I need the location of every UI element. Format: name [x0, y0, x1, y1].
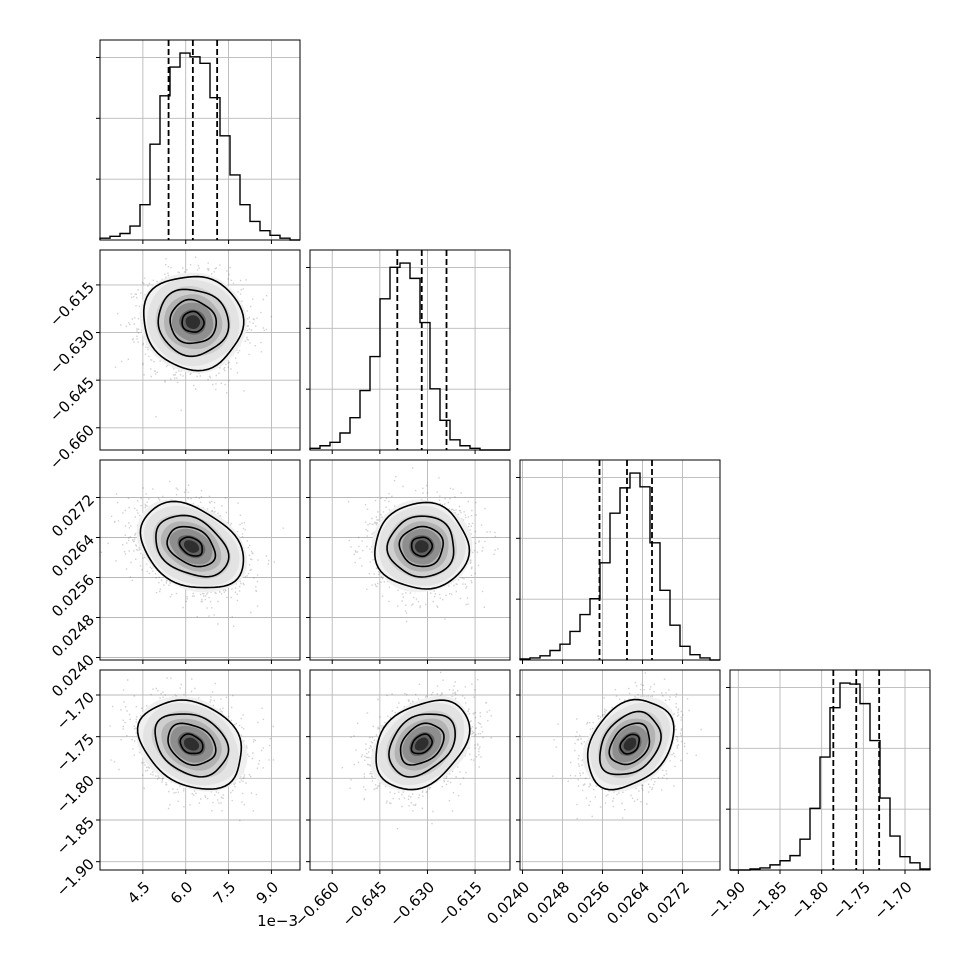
histogram-panel-2 — [516, 459, 721, 664]
x-tick-label: −1.90 — [704, 878, 749, 923]
x-tick-label: −1.75 — [829, 878, 874, 923]
contour-line — [167, 722, 217, 766]
histogram-step-line — [519, 472, 720, 661]
contour-line — [399, 722, 445, 766]
y-tick-label: 0.0272 — [48, 491, 98, 541]
panel-content — [310, 670, 510, 870]
panel-frame — [309, 459, 511, 661]
y-tick-label: −1.85 — [53, 813, 98, 858]
scatter-panel-3-2 — [516, 669, 721, 874]
y-tick-label: 0.0240 — [48, 651, 98, 701]
x-tick-label: −1.80 — [787, 878, 832, 923]
y-tick-label: −0.630 — [46, 326, 98, 378]
contour-line — [155, 514, 230, 578]
x-tick-label: 9.0 — [253, 878, 283, 908]
contour-line — [386, 515, 455, 578]
contour-line — [169, 298, 218, 345]
x-tick-label: 6.0 — [167, 878, 197, 908]
panel-frame — [729, 669, 931, 871]
contour-line — [179, 733, 204, 755]
contour-line — [178, 536, 203, 557]
density-fill — [183, 737, 200, 751]
y-tick-label: −0.660 — [46, 421, 98, 473]
contour-line — [586, 698, 675, 791]
scatter-panel-3-0 — [96, 669, 301, 874]
x-tick-label: 0.0256 — [563, 878, 613, 928]
panel-content — [100, 250, 300, 450]
contour-line — [388, 713, 456, 778]
histogram-step-line — [309, 262, 510, 451]
x-tick-label: −1.70 — [871, 878, 916, 923]
panel-frame — [99, 39, 301, 241]
contour-line — [181, 310, 205, 333]
panel-frame — [519, 669, 721, 871]
panel-content — [310, 460, 510, 660]
panel-frame — [99, 249, 301, 451]
x-tick-label: −0.615 — [434, 878, 486, 930]
contour-line — [599, 710, 662, 776]
y-tick-label: −1.75 — [53, 730, 98, 775]
y-tick-label: −0.645 — [46, 373, 98, 425]
histogram-panel-3 — [726, 669, 931, 874]
histogram-panel-0 — [96, 39, 301, 244]
histogram-step-line — [730, 682, 931, 871]
contour-line — [157, 288, 230, 358]
y-tick-label: 0.0256 — [48, 571, 98, 621]
x-tick-label: 7.5 — [210, 878, 240, 908]
y-tick-label: −1.80 — [53, 772, 98, 817]
y-tick-label: −0.615 — [46, 278, 98, 330]
contour-line — [374, 501, 471, 590]
contour-line — [398, 525, 444, 568]
panel-frame — [99, 459, 301, 661]
x-tick-label: 0.0264 — [603, 878, 653, 928]
x-tick-label: −0.660 — [291, 878, 343, 930]
x-tick-label: −1.85 — [746, 878, 791, 923]
histogram-panel-1 — [306, 249, 511, 454]
contour-line — [375, 699, 471, 791]
contour-line — [136, 699, 243, 790]
panel-content — [100, 460, 300, 660]
panel-frame — [309, 669, 511, 871]
x-tick-label: −0.645 — [339, 878, 391, 930]
contour-line — [154, 713, 230, 778]
x-tick-label: 0.0240 — [483, 878, 533, 928]
panel-content — [100, 670, 300, 870]
scatter-panel-3-1 — [306, 669, 511, 874]
panel-frame — [309, 249, 511, 451]
contour-line — [410, 733, 433, 755]
x-offset-label: 1e−3 — [257, 912, 298, 930]
scatter-panel-1-0 — [96, 249, 301, 454]
x-tick-label: 0.0272 — [643, 878, 693, 928]
contour-line — [619, 733, 641, 755]
panel-content — [520, 670, 720, 870]
density-fill — [183, 540, 200, 553]
contour-line — [608, 722, 651, 766]
density-fill — [414, 540, 429, 553]
density-fill — [185, 315, 201, 330]
x-tick-label: −0.630 — [386, 878, 438, 930]
panel-frame — [99, 669, 301, 871]
x-tick-label: 0.0248 — [523, 878, 573, 928]
contour-line — [139, 500, 245, 589]
density-fill — [414, 737, 429, 751]
contour-line — [142, 275, 245, 372]
contour-line — [166, 525, 217, 568]
y-tick-label: 0.0248 — [48, 611, 98, 661]
y-tick-label: −1.90 — [53, 855, 98, 900]
contour-line — [410, 536, 434, 558]
scatter-panel-2-1 — [306, 459, 511, 664]
y-tick-label: 0.0264 — [48, 531, 98, 581]
x-tick-label: 4.5 — [124, 878, 154, 908]
panel-frame — [519, 459, 721, 661]
histogram-step-line — [99, 52, 300, 241]
density-fill — [623, 737, 637, 751]
scatter-panel-2-0 — [96, 459, 301, 664]
